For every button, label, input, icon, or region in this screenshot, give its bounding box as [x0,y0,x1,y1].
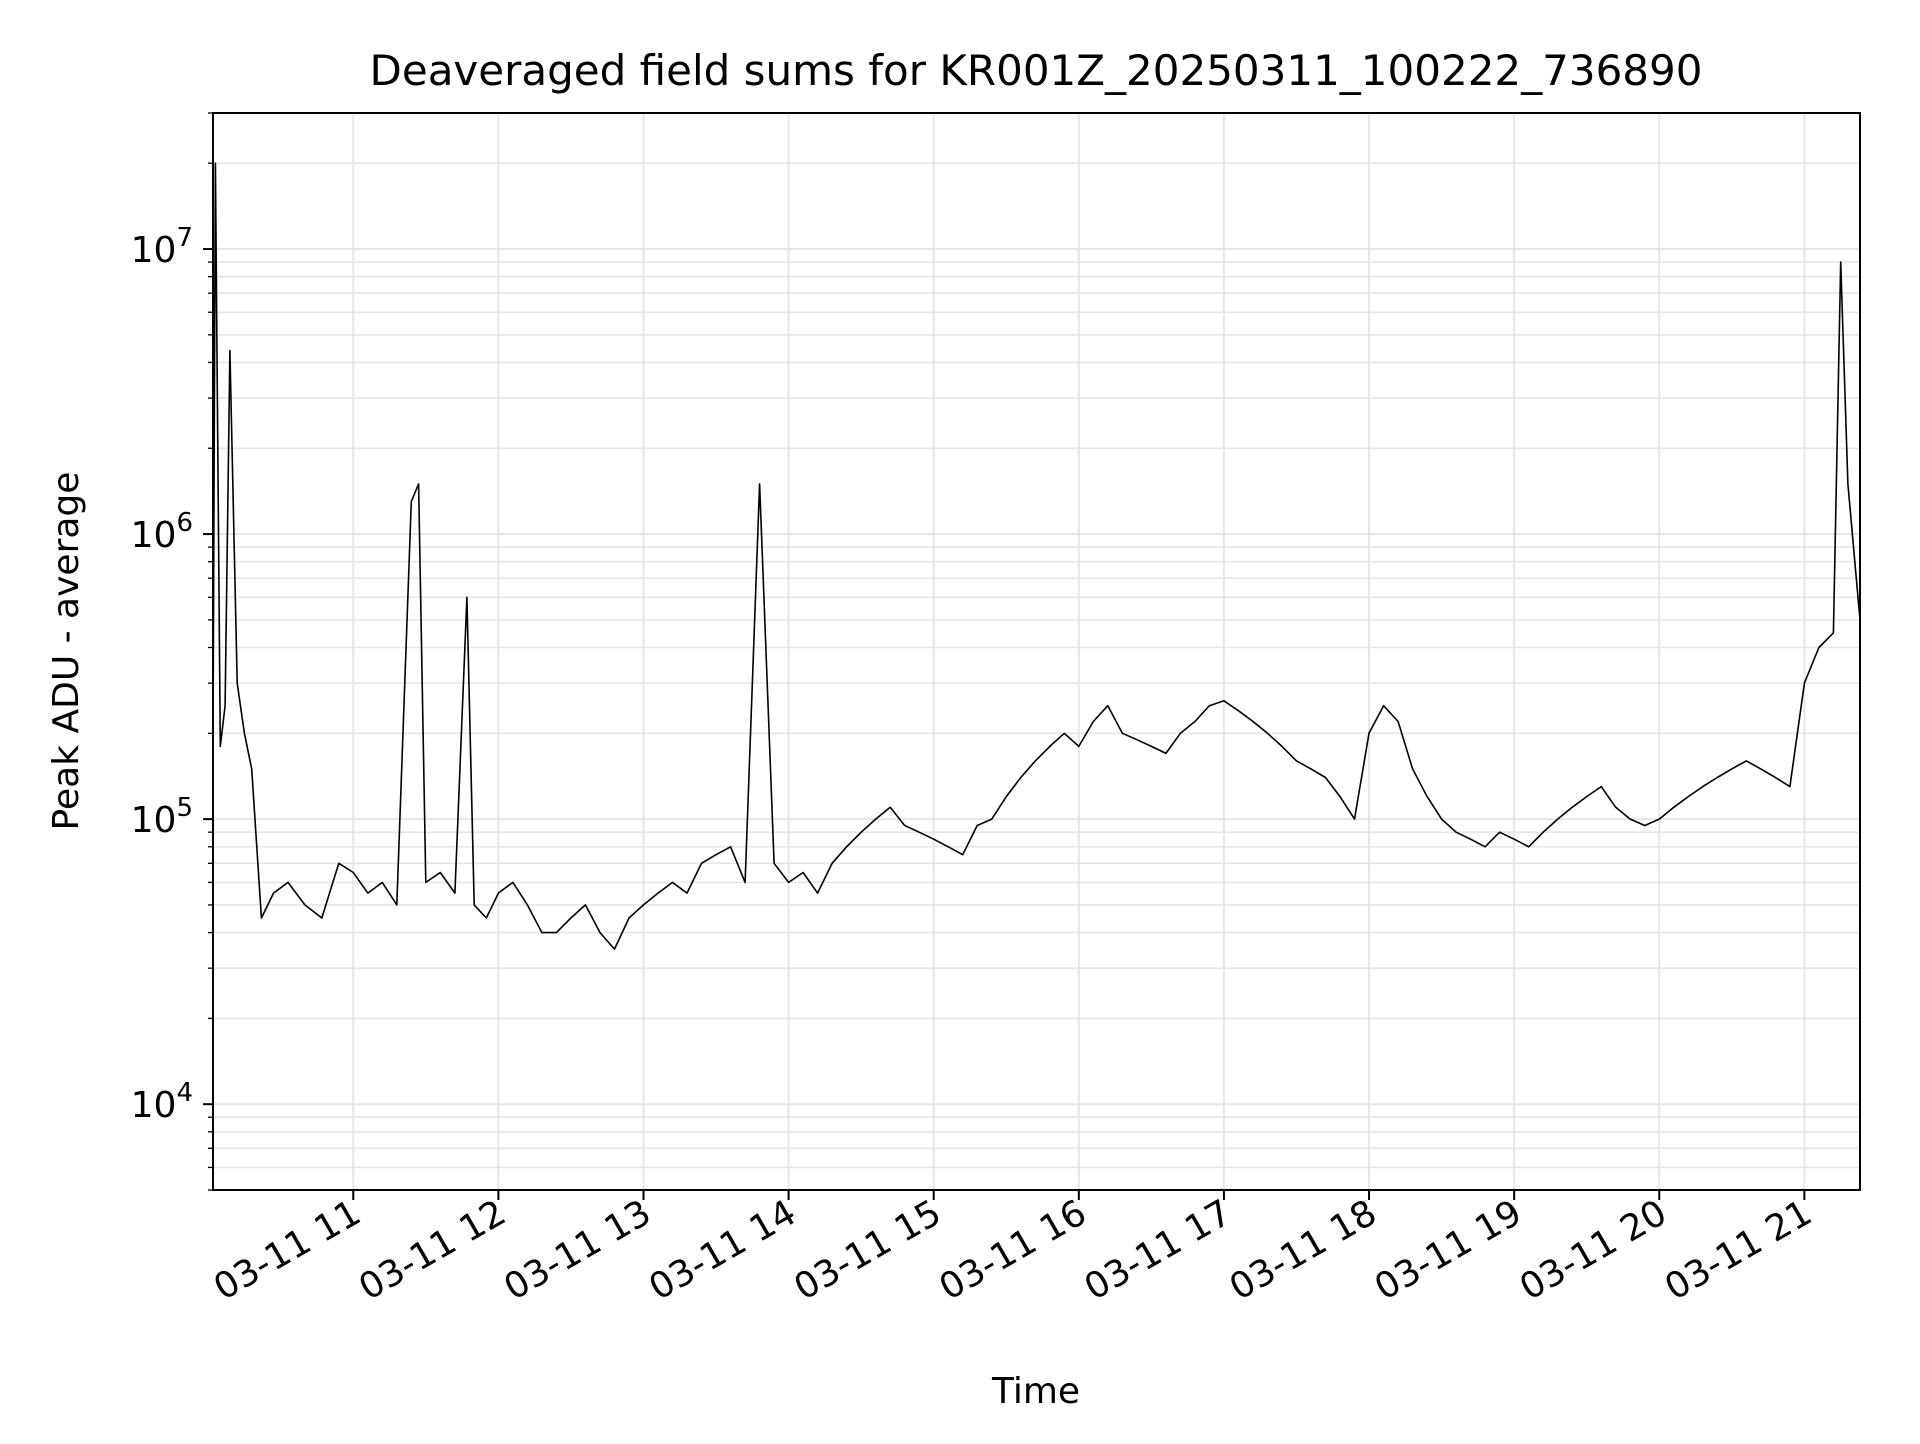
y-tick-label-exponent: 4 [176,1078,193,1108]
y-tick-label: 104 [131,1078,193,1126]
plot-frame [212,112,1861,1191]
y-tick-label-base: 10 [131,800,177,841]
y-tick-label: 106 [131,508,193,556]
y-tick-label-exponent: 7 [176,223,193,253]
y-tick-label: 107 [131,223,193,271]
y-tick-label-exponent: 6 [176,508,193,538]
y-tick-label-exponent: 5 [176,793,193,823]
y-tick-label: 105 [131,793,193,841]
y-tick-label-base: 10 [131,515,177,556]
x-axis-label: Time [991,1371,1080,1412]
data-layer [212,162,1861,950]
y-axis-label: Peak ADU - average [46,472,87,831]
series-line [212,162,1861,950]
y-tick-label-base: 10 [131,230,177,271]
chart-title: Deaveraged field sums for KR001Z_2025031… [370,46,1703,95]
y-tick-label-base: 10 [131,1085,177,1126]
